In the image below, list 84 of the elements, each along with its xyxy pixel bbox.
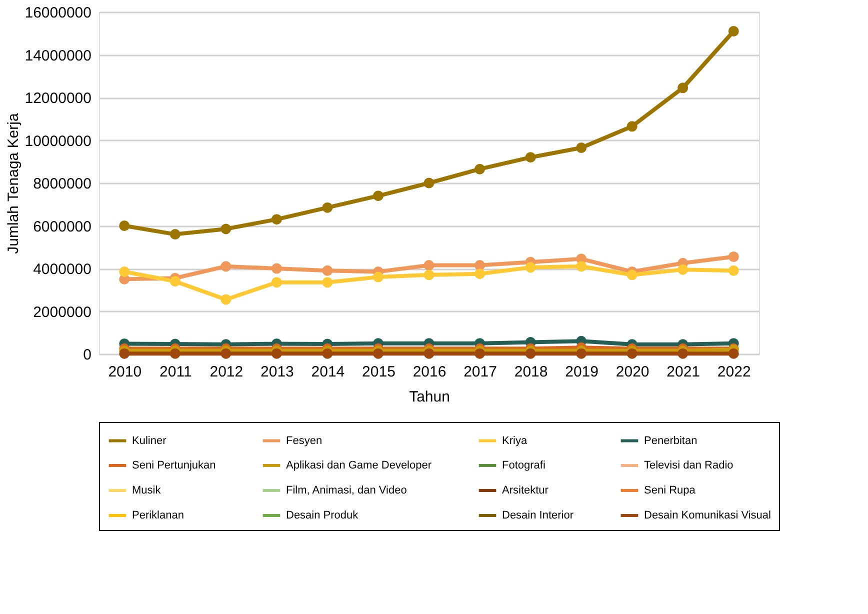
x-tick-label: 2020	[616, 364, 650, 380]
point	[678, 264, 688, 275]
y-tick-label: 10000000	[24, 132, 92, 150]
legend-label: Seni Rupa	[644, 484, 696, 496]
legend-label: Musik	[132, 484, 162, 496]
legend-label: Seni Pertunjukan	[132, 460, 216, 472]
legend-label: Aplikasi dan Game Developer	[286, 460, 432, 472]
point	[728, 348, 739, 359]
legend-label: Fesyen	[286, 434, 322, 447]
legend-label: Desain Produk	[286, 510, 359, 522]
x-tick-label: 2017	[464, 364, 497, 380]
point	[525, 348, 536, 359]
x-tick-label: 2013	[260, 364, 294, 380]
point	[372, 348, 384, 359]
point	[525, 262, 536, 273]
y-tick-label: 4000000	[33, 261, 92, 278]
x-tick-label: 2010	[108, 364, 142, 380]
y-tick-label: 14000000	[24, 47, 92, 64]
point	[424, 348, 434, 359]
point	[626, 348, 638, 359]
point	[424, 178, 434, 188]
x-tick-label: 2011	[160, 364, 192, 380]
point	[728, 26, 739, 36]
x-tick-label: 2014	[311, 364, 345, 380]
point	[170, 348, 180, 359]
point	[474, 348, 486, 359]
legend-label: Desain Interior	[502, 510, 574, 522]
point	[271, 348, 282, 359]
y-tick-label: 6000000	[33, 218, 92, 236]
point	[322, 277, 333, 288]
x-tick-label: 2016	[412, 364, 446, 380]
legend-label: Penerbitan	[644, 434, 698, 447]
legend-label: Televisi dan Radio	[644, 460, 734, 472]
x-tick-label: 2019	[565, 364, 598, 380]
point	[474, 164, 486, 174]
y-tick-label: 0	[83, 346, 92, 364]
point	[626, 121, 638, 132]
point	[424, 270, 434, 280]
y-axis-title: Jumlah Tenaga Kerja	[4, 112, 22, 254]
point	[322, 202, 333, 213]
point	[424, 260, 434, 271]
point	[220, 224, 232, 234]
x-tick-label: 2018	[514, 364, 548, 380]
point	[322, 265, 333, 276]
legend-label: Film, Animasi, dan Video	[286, 484, 407, 496]
point	[576, 261, 587, 272]
point	[474, 268, 486, 280]
point	[678, 348, 688, 359]
point	[220, 261, 232, 272]
point	[271, 214, 282, 225]
point	[372, 272, 384, 282]
y-tick-label: 8000000	[33, 176, 92, 192]
point	[170, 276, 180, 287]
legend-label: Kuliner	[132, 434, 167, 447]
point	[678, 82, 688, 94]
point	[271, 277, 282, 288]
point	[119, 266, 130, 277]
x-tick-label: 2015	[362, 364, 396, 380]
legend-label: Fotografi	[502, 460, 546, 472]
point	[626, 270, 638, 280]
y-tick-label: 16000000	[24, 4, 92, 22]
point	[119, 348, 130, 359]
point	[271, 263, 282, 274]
point	[322, 348, 333, 359]
x-axis-title: Tahun	[409, 388, 450, 406]
point	[170, 229, 180, 240]
point	[576, 348, 587, 359]
legend-label: Periklanan	[132, 510, 184, 522]
y-tick-label: 2000000	[33, 304, 92, 321]
x-tick-label: 2021	[666, 364, 700, 380]
point	[220, 294, 232, 305]
point	[728, 265, 739, 276]
x-tick-label: 2022	[717, 364, 751, 380]
legend-label: Arsitektur	[502, 484, 549, 496]
point	[525, 152, 536, 163]
point	[372, 190, 384, 202]
point	[576, 142, 587, 153]
legend-label: Desain Komunikasi Visual	[644, 510, 771, 522]
y-tick-label: 12000000	[24, 90, 92, 107]
point	[119, 220, 130, 231]
legend-label: Kriya	[502, 434, 528, 447]
x-tick-label: 2012	[210, 364, 244, 380]
point	[220, 348, 232, 359]
point	[728, 252, 739, 262]
